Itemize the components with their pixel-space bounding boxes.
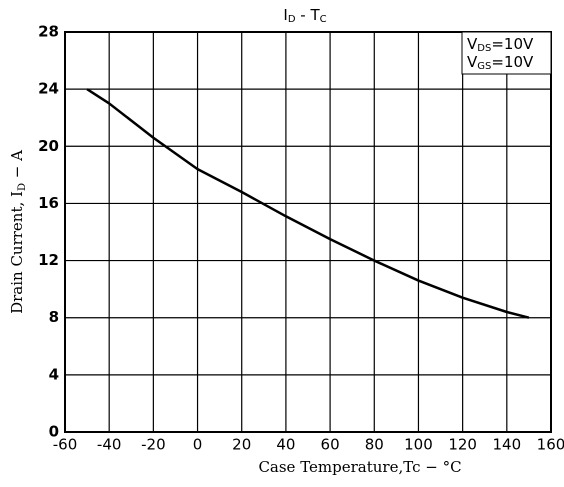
x-tick-label: 160 <box>537 436 564 454</box>
text-part: V <box>467 53 478 71</box>
text-part: =10V <box>491 53 534 71</box>
text-part: V <box>467 35 478 53</box>
annotation-box <box>461 31 552 75</box>
x-tick-label: 0 <box>193 436 203 454</box>
subscript: D <box>288 14 296 25</box>
y-tick-label: 8 <box>49 308 59 326</box>
x-tick-label: 80 <box>365 436 384 454</box>
data-line <box>86 88 530 319</box>
subscript: D <box>17 183 28 191</box>
y-tick-label: 12 <box>38 251 59 269</box>
x-tick-label: 100 <box>404 436 433 454</box>
x-tick-label: 140 <box>492 436 521 454</box>
subscript: GS <box>477 61 491 72</box>
x-tick-label: 40 <box>276 436 295 454</box>
text-part: I <box>283 6 287 24</box>
annotation: VGS=10V <box>467 53 534 73</box>
y-tick-label: 24 <box>38 80 59 98</box>
text-part: =10V <box>491 35 534 53</box>
y-tick-label: 20 <box>38 137 59 155</box>
x-tick-label: -20 <box>141 436 166 454</box>
x-tick-label: 60 <box>321 436 340 454</box>
x-tick-label: -40 <box>97 436 122 454</box>
x-tick-label: -60 <box>53 436 78 454</box>
x-axis-label: Case Temperature,Tc − °C <box>258 458 461 476</box>
text-part: − A <box>8 150 26 183</box>
plot-frame <box>64 31 552 433</box>
chart-title: ID - TC <box>283 6 326 26</box>
y-tick-label: 0 <box>49 423 59 441</box>
y-tick-label: 16 <box>38 194 59 212</box>
y-axis-label: Drain Current, ID − A <box>8 150 28 314</box>
subscript: DS <box>477 43 491 54</box>
text-part: - T <box>296 6 321 24</box>
x-tick-label: 20 <box>232 436 251 454</box>
subscript: C <box>320 14 327 25</box>
x-tick-label: 120 <box>448 436 477 454</box>
y-tick-label: 4 <box>49 365 59 383</box>
y-tick-label: 28 <box>38 23 59 41</box>
annotation: VDS=10V <box>467 35 534 55</box>
text-part: Drain Current, I <box>8 191 26 314</box>
